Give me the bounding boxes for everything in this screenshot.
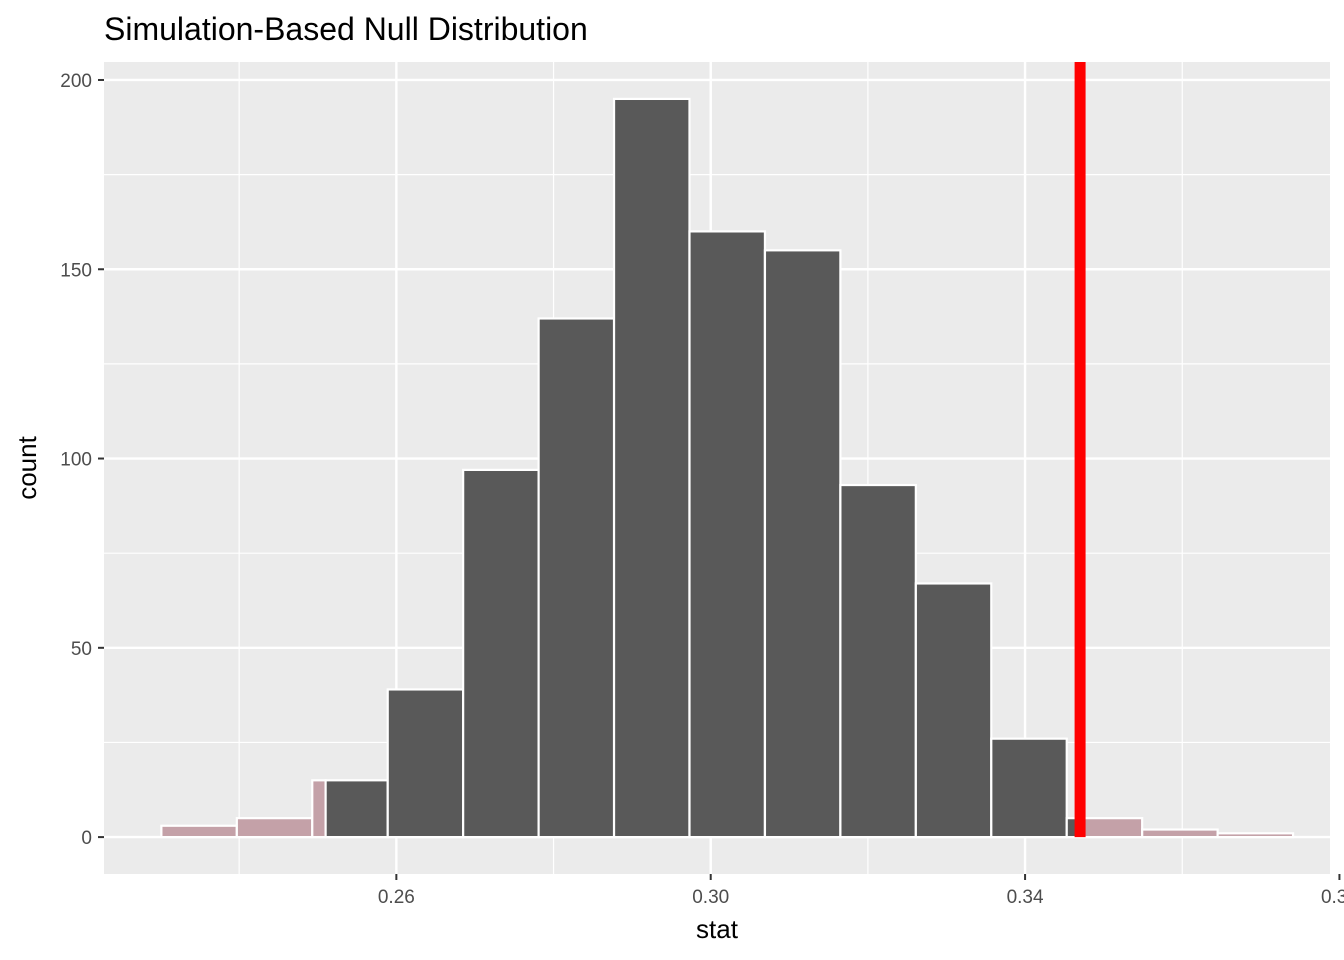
- histogram-bar: [763, 249, 842, 839]
- x-tick-label: 0.26: [378, 887, 415, 908]
- histogram-bar: [990, 737, 1068, 839]
- histogram-bar-shaded: [1216, 832, 1295, 839]
- y-tick-label: 150: [60, 260, 92, 281]
- x-tick-label: 0.38: [1321, 887, 1344, 908]
- histogram-bar-shaded: [160, 824, 238, 839]
- chart-title: Simulation-Based Null Distribution: [104, 11, 588, 47]
- histogram-bar-shaded: [235, 817, 314, 839]
- x-tick-label: 0.30: [692, 887, 729, 908]
- x-tick-label: 0.34: [1007, 887, 1044, 908]
- histogram-bar-shaded: [1141, 828, 1219, 839]
- histogram-bar: [462, 468, 540, 839]
- histogram-bar-shaded: [1078, 817, 1144, 839]
- y-tick-label: 50: [71, 639, 92, 660]
- y-tick-label: 0: [81, 828, 92, 849]
- histogram-bar: [914, 582, 993, 839]
- histogram-bar: [612, 97, 691, 839]
- x-axis-ticks: 0.26 0.30 0.34 0.38: [378, 874, 1344, 908]
- histogram-bar-shaded: [311, 779, 327, 839]
- histogram-bar: [386, 688, 465, 839]
- histogram-bar: [537, 317, 616, 839]
- y-axis-title: count: [12, 435, 42, 499]
- histogram-bar: [324, 779, 389, 839]
- y-axis-ticks: 0 50 100 150 200: [60, 71, 104, 849]
- histogram-bar: [839, 483, 917, 839]
- histogram-bar: [688, 230, 767, 839]
- y-tick-label: 200: [60, 71, 92, 92]
- x-axis-title: stat: [696, 914, 739, 944]
- histogram-bars: [160, 97, 1295, 839]
- y-tick-label: 100: [60, 450, 92, 471]
